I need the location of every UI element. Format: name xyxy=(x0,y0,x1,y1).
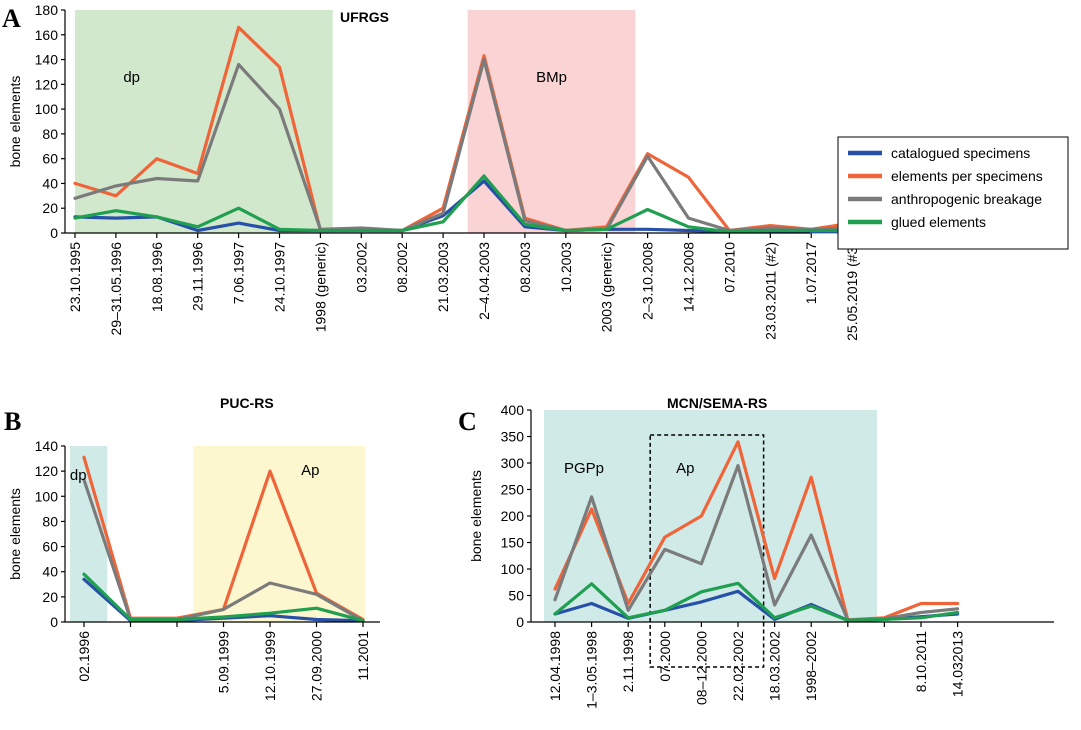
panel-a-x-tick-label: 23.03.2011 (#2) xyxy=(762,242,778,340)
panel-b-x-tick-label: 27.09.2000 xyxy=(309,631,325,701)
legend-box xyxy=(837,136,1069,250)
panel-a-x-tick-label: 25.05.2019 (#3) xyxy=(844,242,860,341)
panel-b-letter: B xyxy=(4,407,21,436)
panel-b-y-tick-label: 40 xyxy=(42,564,58,580)
panel-a-x-tick-label: 2–4.04.2003 xyxy=(476,242,492,320)
panel-a-x-tick-label: 14.12.2008 xyxy=(681,242,697,312)
series-lines-layer xyxy=(73,25,960,623)
panel-a-region-label-bmp: BMp xyxy=(536,69,567,86)
panel-c-letter: C xyxy=(458,407,477,436)
shaded-regions-layer xyxy=(70,10,878,668)
panel-b-line-glued-elements xyxy=(82,572,365,623)
panel-a-x-tick-label: 2–3.10.2008 xyxy=(640,242,656,320)
panel-a-y-tick-label: 40 xyxy=(42,175,58,191)
panel-b-x-tick-label: 5.09.1999 xyxy=(216,631,232,693)
legend-label-breakage: anthropogenic breakage xyxy=(891,191,1042,207)
panel-c-line-glued-elements xyxy=(553,581,960,623)
panel-a-y-tick-label: 80 xyxy=(42,126,58,142)
legend-label-catalogued: catalogued specimens xyxy=(891,145,1030,161)
panel-b-region-ap xyxy=(193,446,366,622)
panel-c-region-label-pgpp: PGPp xyxy=(564,460,604,477)
panel-c-title: MCN/SEMA-RS xyxy=(667,395,767,411)
panel-a-x-tick-label: 24.10.1997 xyxy=(272,242,288,312)
panel-c-x-tick-label: 8.10.2011 xyxy=(913,631,929,692)
panel-a-x-tick-label: 08.2003 xyxy=(517,242,533,293)
panel-b-y-tick-label: 60 xyxy=(42,539,58,555)
panel-c-x-tick-label: 22.02.2002 xyxy=(730,631,746,701)
panel-a-line-anthropogenic-breakage xyxy=(73,57,854,233)
panel-b-region-label-dp: dp xyxy=(70,467,87,484)
panel-a-x-tick-label: 29–31.05.1996 xyxy=(108,242,124,336)
panel-b-y-tick-label: 20 xyxy=(42,589,58,605)
legend: catalogued specimens elements per specim… xyxy=(837,136,1069,250)
panel-c-x-tick-label: 2.11.1998 xyxy=(620,631,636,692)
panel-c-y-tick-label: 0 xyxy=(516,614,524,630)
panel-b-x-tick-label: 11.2001 xyxy=(355,631,371,681)
panel-a-y-tick-label: 100 xyxy=(35,101,59,117)
panel-c-dashed-box xyxy=(649,434,765,668)
panel-a-x-tick-label: 7.06.1997 xyxy=(231,242,247,304)
panel-a-x-tick-label: 03.2002 xyxy=(353,242,369,293)
panel-b-y-tick-label: 0 xyxy=(50,614,58,630)
panel-a-x-tick-label: 18.08.1996 xyxy=(149,242,165,312)
panel-c-y-tick-label: 350 xyxy=(501,429,525,445)
panel-a-title: UFRGS xyxy=(340,9,389,25)
panel-c-y-tick-label: 100 xyxy=(501,561,525,577)
panel-c-x-tick-label: 1–3.05.1998 xyxy=(584,631,600,709)
panel-b-title: PUC-RS xyxy=(220,395,274,411)
panel-a-x-tick-label: 08.2002 xyxy=(394,242,410,293)
panel-a-y-tick-label: 20 xyxy=(42,200,58,216)
panel-b-region-label-ap: Ap xyxy=(301,462,319,479)
panel-a-y-tick-label: 0 xyxy=(50,225,58,241)
panel-a-region-bmp xyxy=(467,10,636,233)
panel-a-y-tick-label: 120 xyxy=(35,76,59,92)
labels-layer: dp BMp 0 20 40 60 80 100 120 140 160 180 23.10.1995 2… xyxy=(2,2,966,709)
panel-c-x-tick-label: 12.04.1998 xyxy=(547,631,563,701)
panel-b-y-tick-label: 100 xyxy=(35,488,59,504)
panel-c-dashed-box-label: Ap xyxy=(676,460,694,477)
panel-c-x-tick-label: 07.2000 xyxy=(657,631,673,682)
panel-b-y-tick-label: 120 xyxy=(35,463,59,479)
panel-a-x-tick-label: 29.11.1996 xyxy=(190,242,206,311)
panel-a-x-tick-label: 07.2010 xyxy=(721,242,737,293)
panel-c-x-tick-label: 18.03.2002 xyxy=(767,631,783,701)
panel-b-y-tick-label: 80 xyxy=(42,513,58,529)
panel-a-y-tick-label: 180 xyxy=(35,2,59,18)
axes-layer xyxy=(61,9,1054,627)
panel-a-y-tick-label: 160 xyxy=(35,27,59,43)
panel-c-y-tick-label: 250 xyxy=(501,482,525,498)
panel-b-x-tick-label: 02.1996 xyxy=(76,631,92,682)
panel-c-y-tick-label: 50 xyxy=(508,588,524,604)
panel-a-y-tick-label: 60 xyxy=(42,151,58,167)
panel-a-x-tick-label: 2003 (generic) xyxy=(599,242,615,332)
panel-a-x-tick-label: 10.2003 xyxy=(558,242,574,293)
legend-label-elements: elements per specimens xyxy=(891,168,1043,184)
panel-c-y-tick-label: 400 xyxy=(501,402,525,418)
legend-label-glued: glued elements xyxy=(891,214,986,230)
panel-a-x-tick-label: 1.07.2017 xyxy=(803,242,819,304)
panel-a-region-label-dp: dp xyxy=(123,69,140,86)
panel-a-x-tick-label: 23.10.1995 xyxy=(67,242,83,312)
panel-b-y-axis-label: bone elements xyxy=(7,488,23,580)
panel-c-y-tick-label: 300 xyxy=(501,455,525,471)
panel-a-x-tick-label: 21.03.2003 xyxy=(435,242,451,312)
panel-a-y-tick-label: 140 xyxy=(35,52,59,68)
panel-c-x-tick-label: 08–12.2000 xyxy=(693,631,709,705)
panel-b-x-tick-label: 12.10.1999 xyxy=(262,631,278,701)
panel-c-y-axis-label: bone elements xyxy=(468,470,484,562)
panel-c-x-tick-label: 14.032013 xyxy=(950,631,966,697)
panel-a-line-glued-elements xyxy=(73,174,854,234)
panel-a-letter: A xyxy=(2,4,21,33)
panel-a-x-tick-label: 1998 (generic) xyxy=(312,242,328,332)
panel-a-y-axis-label: bone elements xyxy=(7,76,23,168)
panel-c-y-tick-label: 200 xyxy=(501,508,525,524)
panel-b-y-tick-label: 140 xyxy=(35,438,59,454)
panel-c-x-tick-label: 1998–2002 xyxy=(803,631,819,701)
panel-c-y-tick-label: 150 xyxy=(501,535,525,551)
